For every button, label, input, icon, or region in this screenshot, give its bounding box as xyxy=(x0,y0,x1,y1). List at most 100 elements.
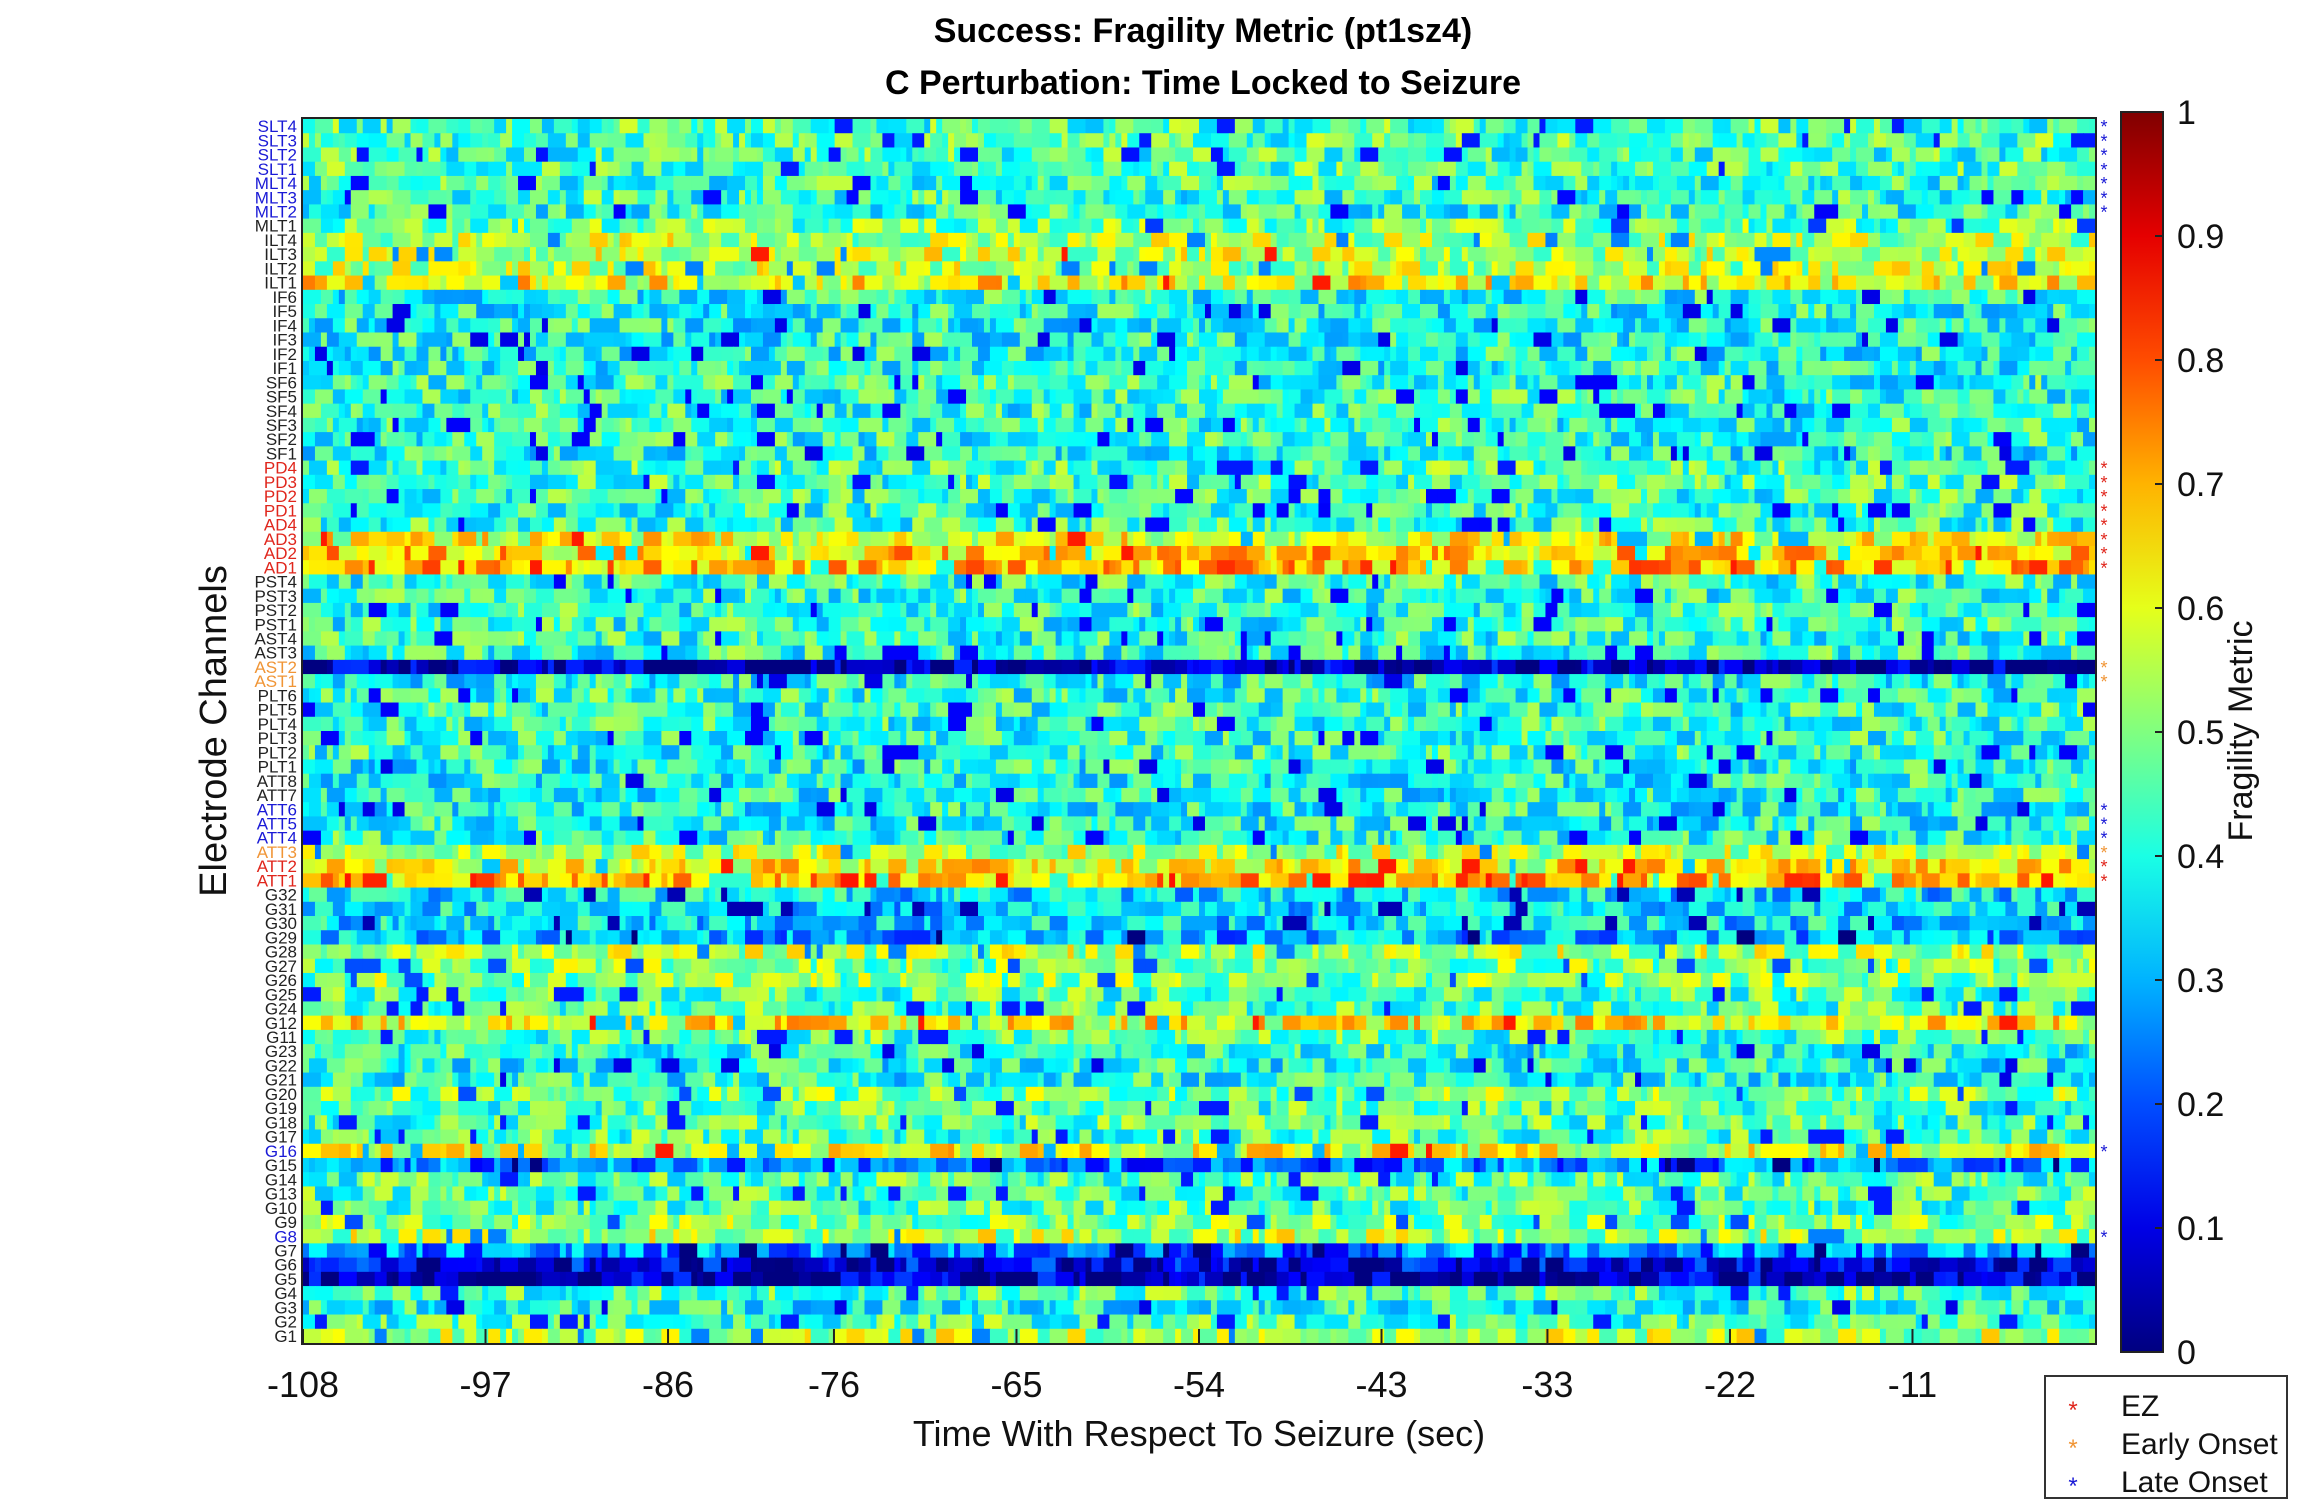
heatmap-cell xyxy=(1844,560,1863,576)
heatmap-cell xyxy=(745,346,752,362)
heatmap-cell xyxy=(703,161,716,177)
heatmap-cell xyxy=(942,190,949,205)
heatmap-cell xyxy=(422,232,436,248)
heatmap-cell xyxy=(1820,346,1827,362)
heatmap-cell xyxy=(1838,318,1857,334)
heatmap-cell xyxy=(500,218,513,234)
heatmap-cell xyxy=(2083,247,2096,262)
heatmap-cell xyxy=(1181,175,1200,191)
heatmap-cell xyxy=(780,218,794,234)
heatmap-cell xyxy=(721,360,728,376)
heatmap-cell xyxy=(547,275,567,291)
heatmap-cell xyxy=(1814,190,1833,205)
heatmap-cell xyxy=(1927,332,1941,348)
heatmap-cell xyxy=(1318,161,1337,177)
heatmap-cell xyxy=(1808,119,1827,134)
heatmap-cell xyxy=(1163,531,1176,547)
heatmap-cell xyxy=(637,190,657,205)
heatmap-cell xyxy=(452,489,459,504)
heatmap-cell xyxy=(428,375,447,391)
heatmap-cell xyxy=(661,531,668,547)
heatmap-cell xyxy=(1151,474,1158,490)
heatmap-cell xyxy=(774,375,794,391)
heatmap-cell xyxy=(1796,304,1809,319)
heatmap-cell xyxy=(1067,517,1081,533)
heatmap-cell xyxy=(416,588,430,604)
heatmap-cell xyxy=(989,232,997,248)
heatmap-cell xyxy=(470,460,489,476)
heatmap-cell xyxy=(1455,489,1469,504)
heatmap-cell xyxy=(524,417,543,433)
heatmap-cell xyxy=(774,232,788,248)
heatmap-cell xyxy=(541,318,549,334)
heatmap-cell xyxy=(876,304,889,319)
heatmap-cell xyxy=(320,175,328,191)
heatmap-cell xyxy=(1079,403,1093,419)
heatmap-cell xyxy=(1473,446,1481,462)
heatmap-cell xyxy=(1252,503,1266,519)
heatmap-cell xyxy=(1939,517,1953,533)
heatmap-cell xyxy=(1903,446,1911,462)
heatmap-cell xyxy=(972,175,991,191)
heatmap-cell xyxy=(577,304,591,319)
heatmap-cell xyxy=(1647,161,1654,177)
heatmap-cell xyxy=(1581,560,1594,576)
heatmap-cell xyxy=(1103,417,1116,433)
heatmap-cell xyxy=(882,474,889,490)
heatmap-cell xyxy=(332,318,346,334)
heatmap-cell xyxy=(1784,204,1791,220)
heatmap-cell xyxy=(1264,531,1284,547)
heatmap-cell xyxy=(2077,489,2084,504)
heatmap-cell xyxy=(1712,247,1726,262)
heatmap-cell xyxy=(1001,446,1021,462)
heatmap-cell xyxy=(589,360,597,376)
heatmap-cell xyxy=(1210,531,1230,547)
heatmap-cell xyxy=(1784,375,1797,391)
heatmap-cell xyxy=(1449,560,1463,576)
heatmap-cell xyxy=(1270,289,1290,305)
heatmap-cell xyxy=(1390,417,1403,433)
heatmap-cell xyxy=(1784,417,1791,433)
heatmap-cell xyxy=(1664,304,1684,319)
heatmap-cell xyxy=(535,432,549,447)
heatmap-cell xyxy=(303,346,310,362)
heatmap-cell xyxy=(1664,389,1672,405)
heatmap-cell xyxy=(864,218,884,234)
heatmap-cell xyxy=(643,161,662,177)
heatmap-cell xyxy=(792,119,812,134)
heatmap-cell xyxy=(1121,346,1134,362)
heatmap-cell xyxy=(1425,460,1433,476)
heatmap-cell xyxy=(2023,446,2036,462)
heatmap-cell xyxy=(888,304,901,319)
heatmap-cell xyxy=(1055,417,1075,433)
heatmap-cell xyxy=(804,161,824,177)
heatmap-cell xyxy=(2071,346,2078,362)
heatmap-cell xyxy=(1384,289,1397,305)
heatmap-cell xyxy=(625,588,633,604)
heatmap-cell xyxy=(607,232,615,248)
heatmap-cell xyxy=(1336,119,1349,134)
heatmap-cell xyxy=(1384,375,1391,391)
heatmap-cell xyxy=(446,275,465,291)
heatmap-cell xyxy=(977,190,997,205)
heatmap-cell xyxy=(434,531,453,547)
heatmap-cell xyxy=(1318,574,1326,590)
heatmap-cell xyxy=(739,360,746,376)
heatmap-cell xyxy=(1551,204,1570,220)
heatmap-cell xyxy=(1868,232,1881,248)
heatmap-cell xyxy=(1802,417,1815,433)
heatmap-cell xyxy=(386,204,406,220)
heatmap-cell xyxy=(1354,304,1361,319)
heatmap-cell xyxy=(1473,503,1487,519)
heatmap-cell xyxy=(834,446,854,462)
heatmap-cell xyxy=(1001,474,1015,490)
heatmap-cell xyxy=(1975,403,1995,419)
heatmap-cell xyxy=(918,574,931,590)
heatmap-cell xyxy=(1354,175,1373,191)
heatmap-cell xyxy=(798,531,812,547)
heatmap-cell xyxy=(1772,161,1780,177)
heatmap-cell xyxy=(619,161,633,177)
heatmap-cell xyxy=(995,560,1003,576)
heatmap-cell xyxy=(1509,474,1523,490)
heatmap-cell xyxy=(1204,218,1224,234)
